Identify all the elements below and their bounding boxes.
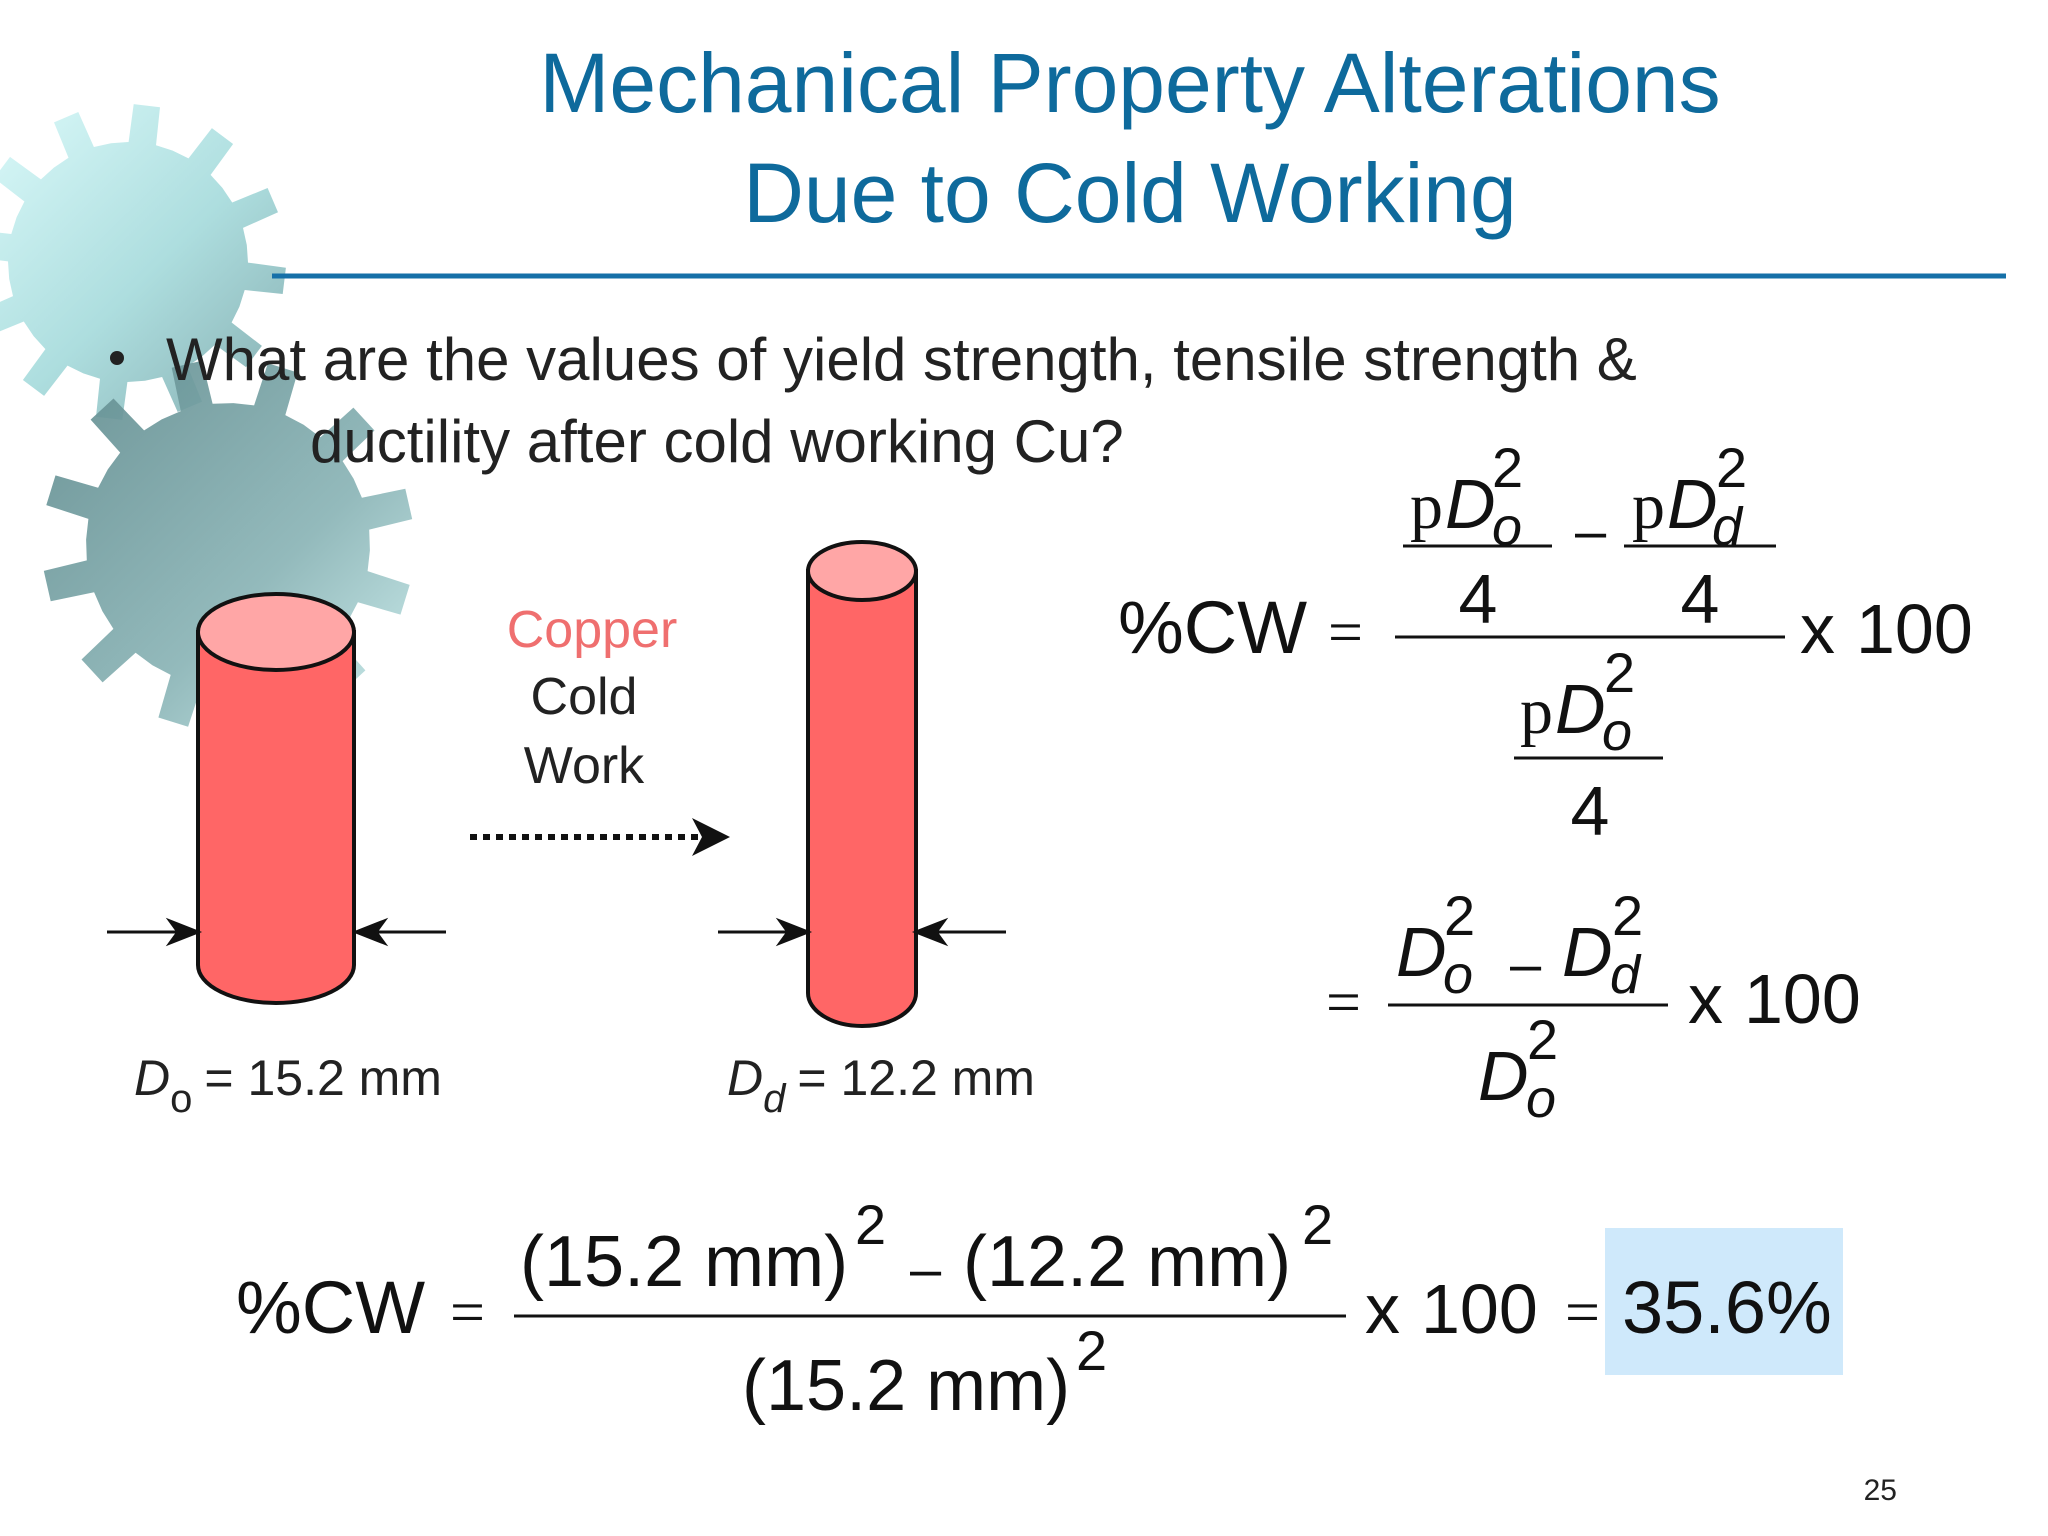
svg-text:4: 4 (1571, 772, 1610, 850)
svg-text:D: D (1562, 913, 1613, 991)
svg-text:d: d (1712, 497, 1744, 557)
svg-text:x: x (1800, 590, 1835, 668)
svg-text:p: p (1520, 675, 1553, 748)
svg-text:=: = (1326, 969, 1361, 1037)
svg-text:=: = (1565, 1279, 1600, 1347)
svg-text:(12.2 mm): (12.2 mm) (963, 1222, 1291, 1302)
original-diameter-arrows (107, 917, 446, 947)
bullet-dot (110, 351, 124, 365)
svg-text:%CW: %CW (236, 1266, 425, 1349)
svg-text:D: D (1445, 465, 1496, 543)
original-diameter-label: Do = 15.2 mm (134, 1050, 442, 1121)
gear-icon (0, 104, 286, 420)
svg-text:2: 2 (1444, 884, 1475, 947)
svg-text:2: 2 (1527, 1008, 1558, 1071)
svg-text:2: 2 (1076, 1319, 1107, 1382)
svg-text:(15.2 mm): (15.2 mm) (742, 1346, 1070, 1426)
svg-text:100: 100 (1744, 960, 1861, 1038)
slide-title-line-1: Mechanical Property Alterations (539, 36, 1720, 130)
cold-worked-copper-rod (806, 540, 918, 1028)
svg-text:2: 2 (1604, 641, 1635, 704)
svg-text:4: 4 (1459, 560, 1498, 638)
svg-text:x: x (1365, 1270, 1400, 1348)
formula1-lhs: %CW (1118, 586, 1307, 669)
svg-text:o: o (1602, 702, 1632, 762)
svg-text:d: d (1610, 945, 1642, 1005)
process-label-line-3: Work (524, 737, 645, 795)
original-copper-rod (196, 592, 356, 1005)
svg-text:–: – (910, 1237, 942, 1300)
svg-text:100: 100 (1856, 590, 1973, 668)
svg-text:2: 2 (855, 1193, 886, 1256)
svg-text:2: 2 (1612, 884, 1643, 947)
svg-text:p: p (1632, 470, 1665, 543)
svg-text:D: D (1478, 1037, 1529, 1115)
svg-text:D: D (1396, 913, 1447, 991)
svg-text:100: 100 (1421, 1270, 1538, 1348)
cold-work-arrow (470, 818, 730, 856)
svg-text:=: = (450, 1279, 485, 1347)
bullet-line-1: What are the values of yield strength, t… (166, 326, 1637, 393)
percent-cold-work-calculation: %CW = (15.2 mm) 2 – (12.2 mm) 2 (15.2 mm… (236, 1193, 1832, 1426)
bullet-line-2: ductility after cold working Cu? (310, 408, 1124, 475)
svg-text:–: – (1510, 932, 1542, 995)
svg-text:D: D (1555, 670, 1606, 748)
svg-text:p: p (1410, 470, 1443, 543)
page-number: 25 (1864, 1474, 1897, 1507)
svg-text:(15.2 mm): (15.2 mm) (520, 1222, 848, 1302)
svg-text:x: x (1688, 960, 1723, 1038)
process-material-label: Copper (507, 601, 678, 659)
process-label-line-2: Cold (531, 668, 638, 726)
svg-text:2: 2 (1716, 436, 1747, 499)
svg-text:o: o (1492, 497, 1522, 557)
percent-cold-work-simplified: = D o 2 – D d 2 D o 2 x 100 (1326, 884, 1861, 1129)
slide-title-line-2: Due to Cold Working (743, 146, 1516, 240)
svg-text:4: 4 (1681, 560, 1720, 638)
svg-text:o: o (1526, 1069, 1556, 1129)
svg-text:D: D (1667, 465, 1718, 543)
svg-text:=: = (1328, 599, 1363, 667)
result-value: 35.6% (1622, 1266, 1832, 1349)
svg-text:–: – (1575, 499, 1607, 562)
drawn-diameter-label: Dd = 12.2 mm (727, 1050, 1035, 1121)
svg-text:2: 2 (1492, 436, 1523, 499)
svg-text:o: o (1443, 945, 1473, 1005)
svg-text:2: 2 (1302, 1193, 1333, 1256)
drawn-diameter-arrows (718, 917, 1006, 947)
percent-cold-work-definition: %CW = p D o 2 4 – p D d 2 4 p D o 2 4 x … (1118, 436, 1973, 850)
result-highlight (1605, 1228, 1843, 1375)
